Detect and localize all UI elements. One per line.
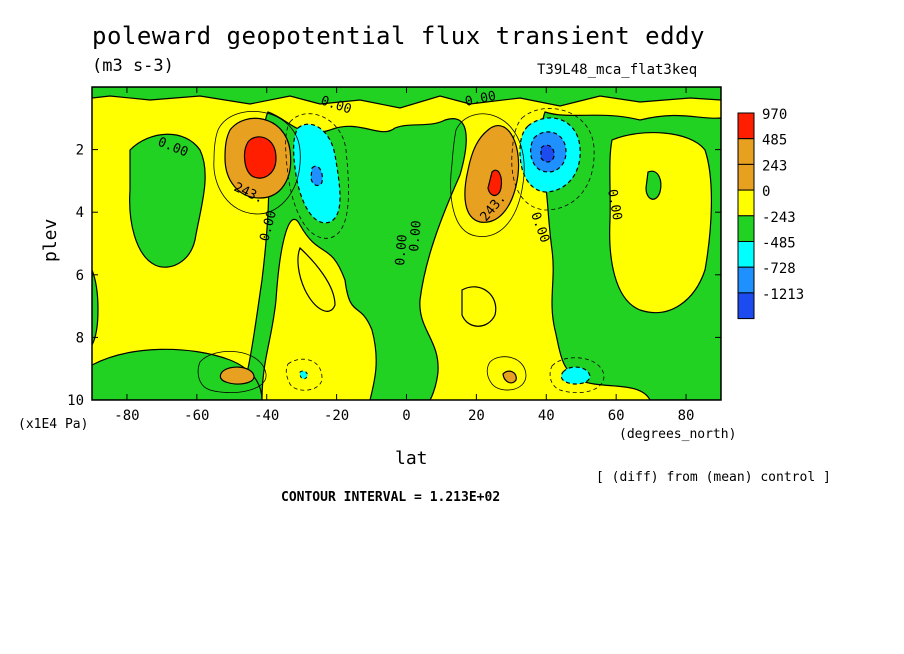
- colorbar-swatch: [737, 266, 755, 294]
- contour-label: 0.00: [464, 89, 498, 110]
- plot-area: [92, 87, 721, 400]
- x-tick-label: -20: [324, 408, 349, 424]
- yellow-island-right-top: [609, 132, 712, 314]
- colorbar-swatch: [737, 215, 755, 243]
- colorbar-label: -243: [762, 210, 796, 226]
- x-tick-label: 0: [402, 408, 410, 424]
- x-tick-label: 40: [538, 408, 555, 424]
- units-label: (m3 s-3): [92, 56, 174, 76]
- colorbar-swatch: [737, 163, 755, 191]
- colorbar-label: -1213: [762, 287, 804, 303]
- yellow-island-center: [297, 246, 336, 312]
- green-region-low-left: [92, 348, 263, 400]
- y-tick-label: 4: [76, 205, 84, 221]
- experiment-label: T39L48_mca_flat3keq: [537, 62, 698, 78]
- colorbar-swatch: [737, 241, 755, 268]
- chart-title: poleward geopotential flux transient edd…: [92, 22, 705, 50]
- green-region-top-band: [92, 87, 721, 109]
- x-tick-label: -40: [254, 408, 279, 424]
- cyan-region-low-north: [560, 366, 591, 385]
- red-region-south: [243, 136, 277, 179]
- dashed-contour-lines: [285, 108, 605, 393]
- colorbar-label: 485: [762, 133, 787, 149]
- orange-region-low-south: [219, 366, 255, 385]
- y-tick-label: 10: [67, 393, 84, 409]
- x-tick-label: -60: [184, 408, 209, 424]
- contour-label: 0.00: [604, 188, 624, 221]
- y-axis-unit: (x1E4 Pa): [18, 417, 88, 432]
- colorbar-label: 970: [762, 107, 787, 123]
- colorbar-label: -728: [762, 261, 796, 277]
- x-tick-label: 20: [468, 408, 485, 424]
- green-region-left-blob: [129, 133, 206, 268]
- colorbar-label: 243: [762, 158, 787, 174]
- y-axis-ticks: 2 4 6 8 10: [67, 143, 721, 409]
- colorbar-label: 0: [762, 184, 770, 200]
- contour-interval: CONTOUR INTERVAL = 1.213E+02: [281, 490, 501, 505]
- x-axis-unit: (degrees_north): [619, 427, 736, 442]
- orange-region-low-north: [502, 370, 517, 384]
- colorbar-swatch: [737, 292, 755, 320]
- y-tick-label: 8: [76, 330, 84, 346]
- x-tick-label: 60: [608, 408, 625, 424]
- colorbar-label: -485: [762, 236, 796, 252]
- contour-label: 0.00: [407, 220, 425, 253]
- colorbar-swatch: [737, 138, 755, 165]
- thin-contour-lines: [197, 110, 527, 393]
- red-region-north: [487, 169, 503, 197]
- diff-note: [ (diff) from (mean) control ]: [596, 470, 831, 485]
- cyan-region-low-south: [299, 370, 308, 380]
- green-region-central: [239, 111, 467, 400]
- x-tick-label: -80: [114, 408, 139, 424]
- yellow-island-right-mid: [461, 286, 497, 327]
- colorbar-swatch: [737, 189, 755, 217]
- x-axis-label: lat: [395, 448, 428, 469]
- y-axis-label: plev: [40, 219, 61, 262]
- blue-region-south: [310, 165, 323, 187]
- colorbar: 970 485 243 0 -243 -485 -728 -1213: [737, 107, 804, 320]
- y-tick-label: 2: [76, 143, 84, 159]
- darkblue-region-north: [540, 144, 555, 163]
- y-tick-label: 6: [76, 268, 84, 284]
- contour-label: 0.00: [393, 234, 411, 267]
- x-axis-ticks: -80 -60 -40 -20 0 20 40 60 80: [114, 87, 694, 424]
- x-tick-label: 80: [678, 408, 695, 424]
- colorbar-swatch: [737, 112, 755, 140]
- green-island-right: [645, 170, 662, 200]
